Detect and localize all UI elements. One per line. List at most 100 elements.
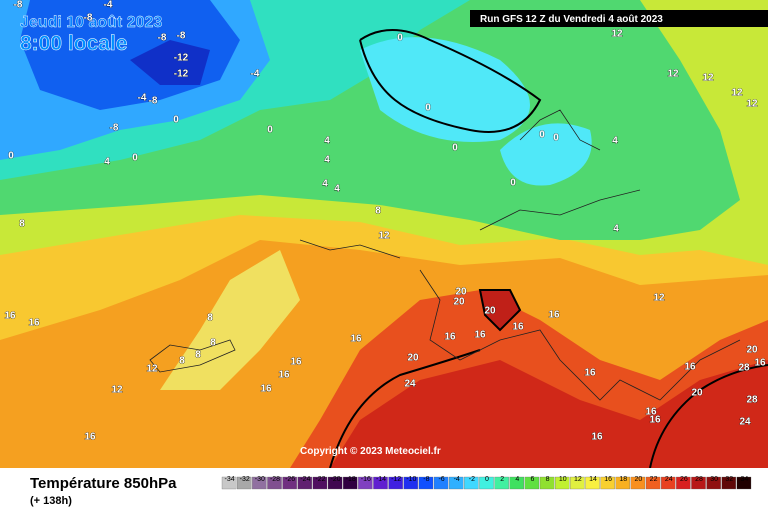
contour-label: 0 xyxy=(132,153,138,164)
scale-label: 8 xyxy=(546,476,550,483)
contour-line xyxy=(478,289,522,332)
contour-label: 8 xyxy=(207,313,213,324)
scale-swatch xyxy=(706,476,721,490)
contour-label: 4 xyxy=(612,136,618,147)
scale-label: 12 xyxy=(574,476,582,483)
contour-label: 0 xyxy=(267,125,273,136)
scale-label: 24 xyxy=(665,476,673,483)
contour-label: 12 xyxy=(611,29,623,40)
contour-label: 16 xyxy=(512,322,524,333)
contour-label: 20 xyxy=(455,287,467,298)
scale-label: -30 xyxy=(255,476,265,483)
scale-swatch xyxy=(252,476,267,490)
scale-label: 34 xyxy=(741,476,749,483)
scale-swatch xyxy=(448,476,464,490)
contour-label: 8 xyxy=(375,206,381,217)
contour-label: 20 xyxy=(407,353,419,364)
scale-swatch xyxy=(645,476,661,490)
contour-label: 12 xyxy=(667,69,679,80)
contour-label: -4 xyxy=(104,0,113,11)
contour-label: 20 xyxy=(691,388,703,399)
contour-label: 16 xyxy=(645,407,657,418)
scale-swatch xyxy=(660,476,676,490)
contour-label: 0 xyxy=(173,115,179,126)
contour-label: 16 xyxy=(684,362,696,373)
forecast-time: 8:00 locale xyxy=(20,32,127,55)
scale-swatch xyxy=(721,476,737,490)
copyright: Copyright © 2023 Meteociel.fr xyxy=(300,446,441,457)
contour-label: 28 xyxy=(738,363,750,374)
scale-swatch xyxy=(221,476,237,490)
scale-label: -6 xyxy=(438,476,444,483)
scale-label: 30 xyxy=(710,476,718,483)
contour-label: 4 xyxy=(324,136,330,147)
contour-label: -4 xyxy=(138,93,147,104)
contour-label: 12 xyxy=(702,73,714,84)
contour-label: 24 xyxy=(404,379,416,390)
contour-label: 16 xyxy=(260,384,272,395)
contour-label: 0 xyxy=(510,178,516,189)
legend-background xyxy=(0,468,768,512)
scale-label: -2 xyxy=(469,476,475,483)
contour-line xyxy=(329,349,768,469)
contour-label: 8 xyxy=(179,356,185,367)
scale-swatch xyxy=(297,476,313,490)
run-info: Run GFS 12 Z du Vendredi 4 août 2023 xyxy=(480,14,663,25)
scale-label: -26 xyxy=(285,476,295,483)
contour-label: 16 xyxy=(350,334,362,345)
contour-label: 12 xyxy=(111,385,123,396)
scale-label: -14 xyxy=(376,476,386,483)
contour-label: 4 xyxy=(322,179,328,190)
contour-label: 8 xyxy=(195,350,201,361)
contour-label: 12 xyxy=(378,231,390,242)
scale-label: -12 xyxy=(391,476,401,483)
contour-label: 0 xyxy=(452,143,458,154)
scale-swatch xyxy=(539,476,555,490)
contour-label: 16 xyxy=(444,332,456,343)
scale-label: -20 xyxy=(331,476,341,483)
contour-label: 8 xyxy=(19,219,25,230)
contour-label: 20 xyxy=(484,306,496,317)
contour-label: 24 xyxy=(739,417,751,428)
scale-swatch xyxy=(615,476,631,490)
scale-label: 18 xyxy=(619,476,627,483)
contour-label: 16 xyxy=(649,415,661,426)
contour-label: 16 xyxy=(84,432,96,443)
scale-swatch xyxy=(479,476,494,490)
contour-label: 16 xyxy=(474,330,486,341)
scale-swatch xyxy=(433,476,449,490)
contour-label: 20 xyxy=(746,345,758,356)
contour-label: 16 xyxy=(754,358,766,369)
contour-label: 16 xyxy=(278,370,290,381)
north-sea-cold xyxy=(360,37,530,143)
contour-label: -8 xyxy=(149,96,158,107)
coastline xyxy=(149,339,236,373)
scale-swatch xyxy=(282,476,297,490)
contour-label: 20 xyxy=(453,297,465,308)
contour-label: 16 xyxy=(4,311,16,322)
scale-label: 14 xyxy=(589,476,597,483)
scale-label: 20 xyxy=(635,476,643,483)
scale-swatch xyxy=(418,476,434,490)
scale-label: 16 xyxy=(604,476,612,483)
contour-label: 4 xyxy=(613,224,619,235)
scale-label: -22 xyxy=(315,476,325,483)
scale-label: -10 xyxy=(406,476,416,483)
contour-label: 0 xyxy=(425,103,431,114)
scale-label: -32 xyxy=(240,476,250,483)
scale-label: 10 xyxy=(559,476,567,483)
contour-label: 0 xyxy=(539,130,545,141)
scale-label: -8 xyxy=(423,476,429,483)
scale-label: -34 xyxy=(225,476,235,483)
contour-label: -12 xyxy=(174,53,189,64)
forecast-lead: (+ 138h) xyxy=(30,495,72,507)
contour-label: -12 xyxy=(174,69,189,80)
contour-label: 8 xyxy=(210,338,216,349)
scale-swatch xyxy=(676,476,691,490)
scale-swatch xyxy=(524,476,540,490)
scale-label: 22 xyxy=(650,476,658,483)
contour-label: 0 xyxy=(553,133,559,144)
scale-label: 2 xyxy=(500,476,504,483)
